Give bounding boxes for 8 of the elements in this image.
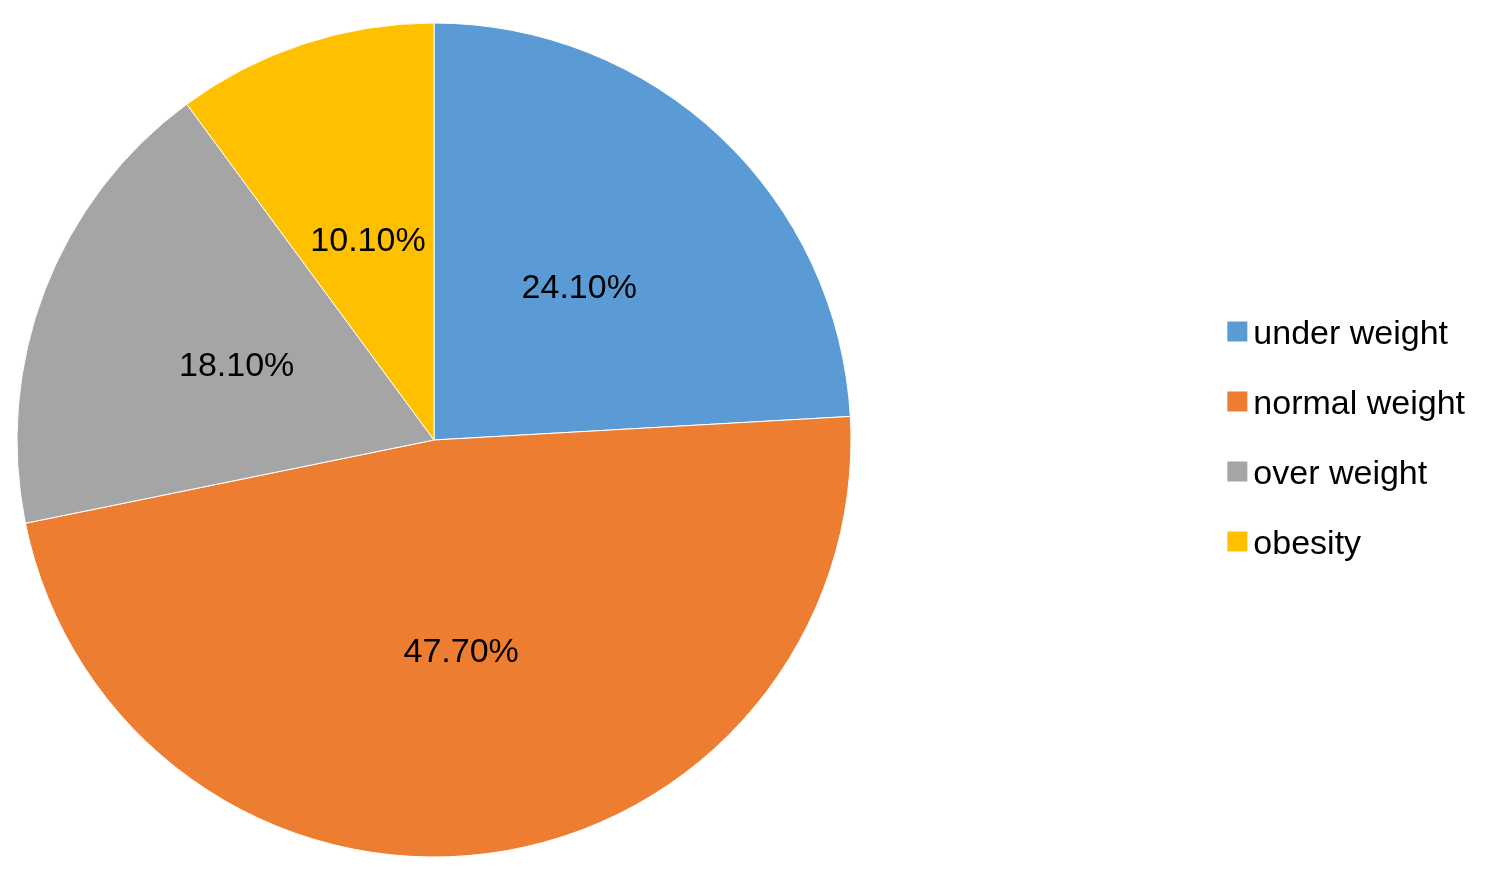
data-label: 24.10% [521, 267, 637, 306]
data-label: 10.10% [310, 220, 426, 259]
legend-label: over weight [1253, 452, 1428, 491]
data-label: 47.70% [403, 630, 519, 669]
legend-label: obesity [1253, 522, 1362, 561]
data-label: 18.10% [178, 345, 295, 383]
legend-label: normal weight [1253, 382, 1466, 421]
legend-label: under weight [1253, 312, 1449, 351]
